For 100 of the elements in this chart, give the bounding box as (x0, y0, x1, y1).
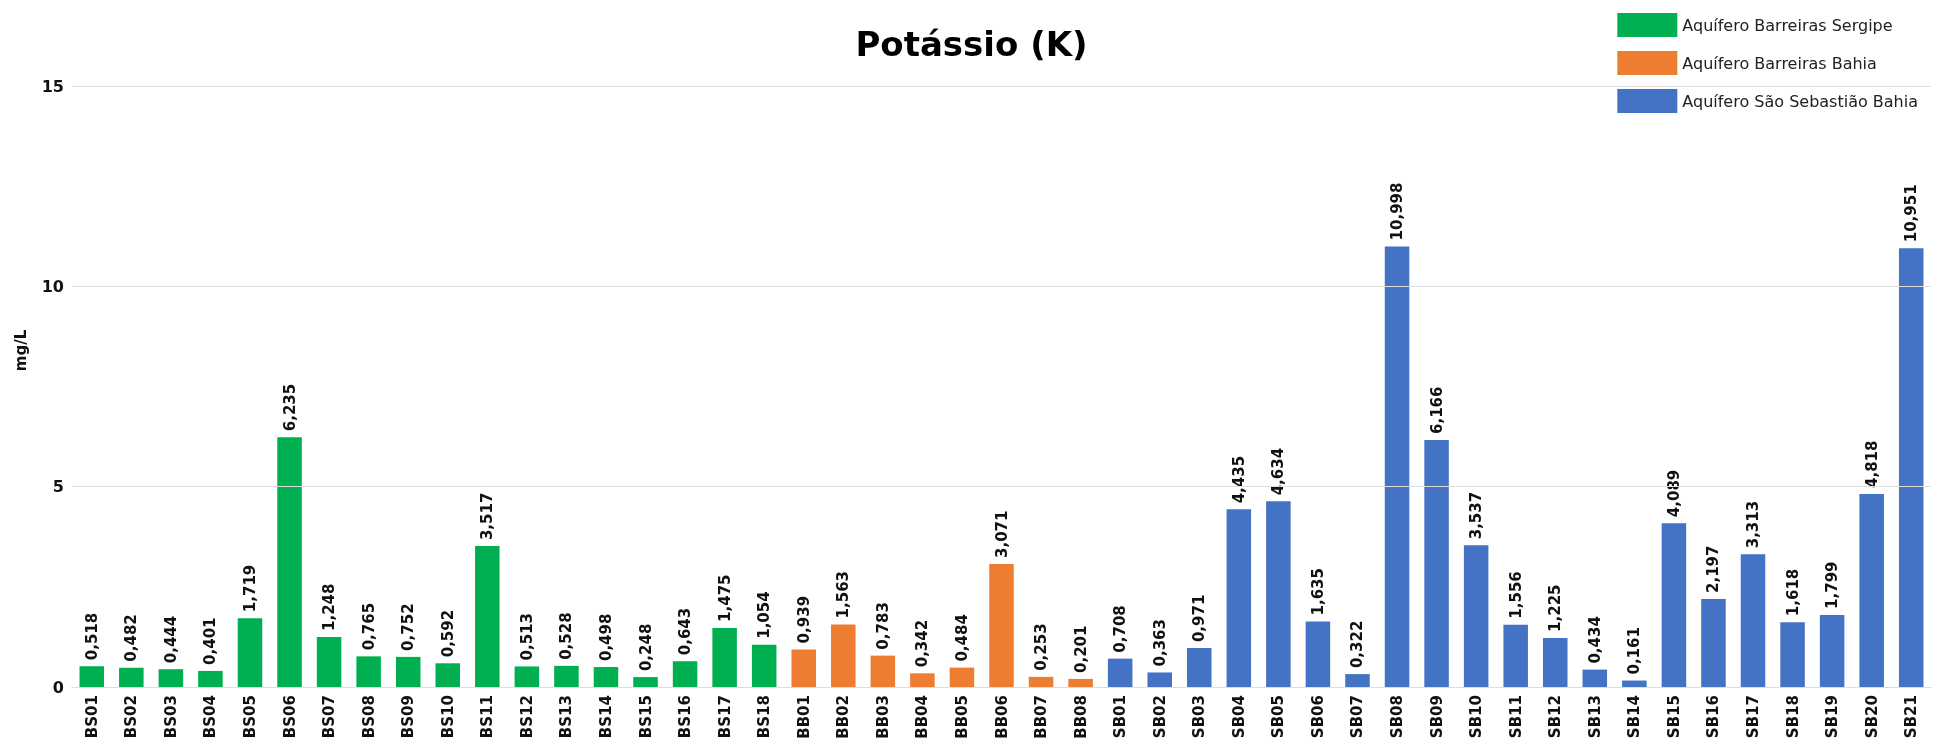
data-label: 0,401 (201, 617, 220, 665)
x-tick-label: SB13 (1585, 695, 1604, 739)
x-tick-label: BS05 (240, 695, 259, 739)
data-label: 1,475 (715, 574, 734, 622)
x-tick-label: SB15 (1664, 695, 1683, 739)
x-tick-label: BS04 (201, 695, 220, 739)
data-label: 0,783 (873, 602, 892, 650)
bar (1503, 624, 1528, 687)
x-tick-label: SB16 (1704, 695, 1723, 739)
bar (1345, 674, 1370, 687)
x-tick-label: BB05 (952, 695, 971, 739)
bar (910, 673, 935, 687)
x-tick-label: SB17 (1744, 695, 1763, 739)
x-tick-label: BB07 (1032, 695, 1051, 739)
data-label: 0,971 (1190, 594, 1209, 643)
bar (395, 656, 421, 687)
data-label: 0,498 (596, 613, 615, 662)
x-tick-label: BS09 (399, 695, 418, 739)
x-tick-label: BB08 (1071, 695, 1090, 739)
bar (198, 670, 223, 687)
data-label: 4,435 (1229, 455, 1248, 504)
x-tick-label: BS10 (438, 695, 457, 739)
x-tick-label: SB11 (1506, 695, 1525, 739)
x-tick-label: SB09 (1427, 695, 1446, 739)
bar (277, 437, 302, 687)
x-tick-label: BS11 (478, 695, 497, 739)
data-label: 0,253 (1032, 623, 1051, 671)
data-label: 0,518 (82, 612, 101, 661)
bar (672, 661, 698, 687)
bar (1819, 614, 1845, 687)
data-label: 10,951 (1902, 184, 1921, 243)
bar (1226, 509, 1252, 687)
x-tick-label: SB10 (1467, 695, 1486, 739)
data-label: 0,513 (517, 613, 536, 661)
bar (751, 644, 777, 687)
bar (1622, 680, 1647, 687)
data-label: 0,765 (359, 602, 378, 651)
bar (1780, 622, 1805, 687)
data-label: 3,537 (1467, 491, 1486, 540)
data-label: 0,484 (952, 614, 971, 662)
x-tick-label: SB19 (1823, 695, 1842, 739)
chart-title: Potássio (K) (855, 24, 1088, 64)
bar (514, 666, 540, 687)
x-tick-label: SB04 (1229, 695, 1248, 739)
x-tick-label: BS16 (676, 695, 695, 739)
data-label: 1,635 (1308, 568, 1327, 616)
y-tick-label: 5 (52, 477, 64, 497)
bar (1107, 658, 1133, 687)
data-label: 6,166 (1427, 386, 1446, 434)
x-tick-label: BB06 (992, 695, 1011, 739)
x-tick-label: SB05 (1269, 695, 1288, 739)
data-label: 0,444 (161, 615, 180, 664)
data-label: 1,225 (1546, 584, 1565, 632)
bar (158, 669, 184, 687)
bar (1305, 621, 1331, 687)
x-tick-label: BB04 (913, 695, 932, 739)
x-tick-label: BB01 (794, 695, 813, 739)
bar (1266, 501, 1291, 687)
data-label: 0,752 (399, 603, 418, 651)
bar (237, 618, 263, 687)
bar (870, 655, 896, 687)
bar (554, 665, 579, 687)
x-tick-label: SB08 (1388, 695, 1407, 739)
bar (1068, 678, 1093, 687)
bar (1147, 672, 1172, 687)
x-tick-label: SB02 (1150, 695, 1169, 739)
data-label: 0,248 (636, 623, 655, 672)
data-label: 4,634 (1269, 447, 1288, 496)
data-label: 1,618 (1783, 568, 1802, 617)
x-tick-label: SB14 (1625, 695, 1644, 739)
data-label: 3,313 (1744, 500, 1763, 549)
data-label: 0,643 (676, 607, 695, 656)
legend-label: Aquífero São Sebastião Bahia (1682, 91, 1918, 111)
data-label: 1,054 (755, 591, 774, 639)
x-tick-label: BS15 (636, 695, 655, 739)
bar (831, 624, 856, 687)
legend-label: Aquífero Barreiras Sergipe (1682, 15, 1893, 35)
bar (949, 667, 975, 687)
bar (119, 667, 144, 687)
x-tick-label: BS06 (280, 695, 299, 739)
y-tick-label: 15 (41, 76, 64, 96)
bar (79, 666, 105, 687)
data-label: 10,998 (1388, 182, 1407, 241)
x-tick-label: SB03 (1190, 695, 1209, 739)
bar (593, 667, 619, 687)
bar (633, 677, 658, 687)
data-label: 0,342 (913, 619, 932, 668)
bar (316, 637, 342, 687)
x-tick-label: BS02 (122, 695, 141, 739)
data-label: 3,071 (992, 510, 1011, 558)
x-tick-label: BS14 (596, 695, 615, 739)
bar (1701, 598, 1726, 687)
data-label: 0,434 (1585, 616, 1604, 664)
bar (989, 563, 1014, 687)
x-tick-label: BB03 (873, 695, 892, 739)
data-label: 1,556 (1506, 571, 1525, 619)
x-tick-label: SB12 (1546, 695, 1565, 739)
legend-label: Aquífero Barreiras Bahia (1682, 53, 1877, 73)
x-tick-label: BB02 (834, 695, 853, 739)
x-tick-label: BS17 (715, 695, 734, 739)
